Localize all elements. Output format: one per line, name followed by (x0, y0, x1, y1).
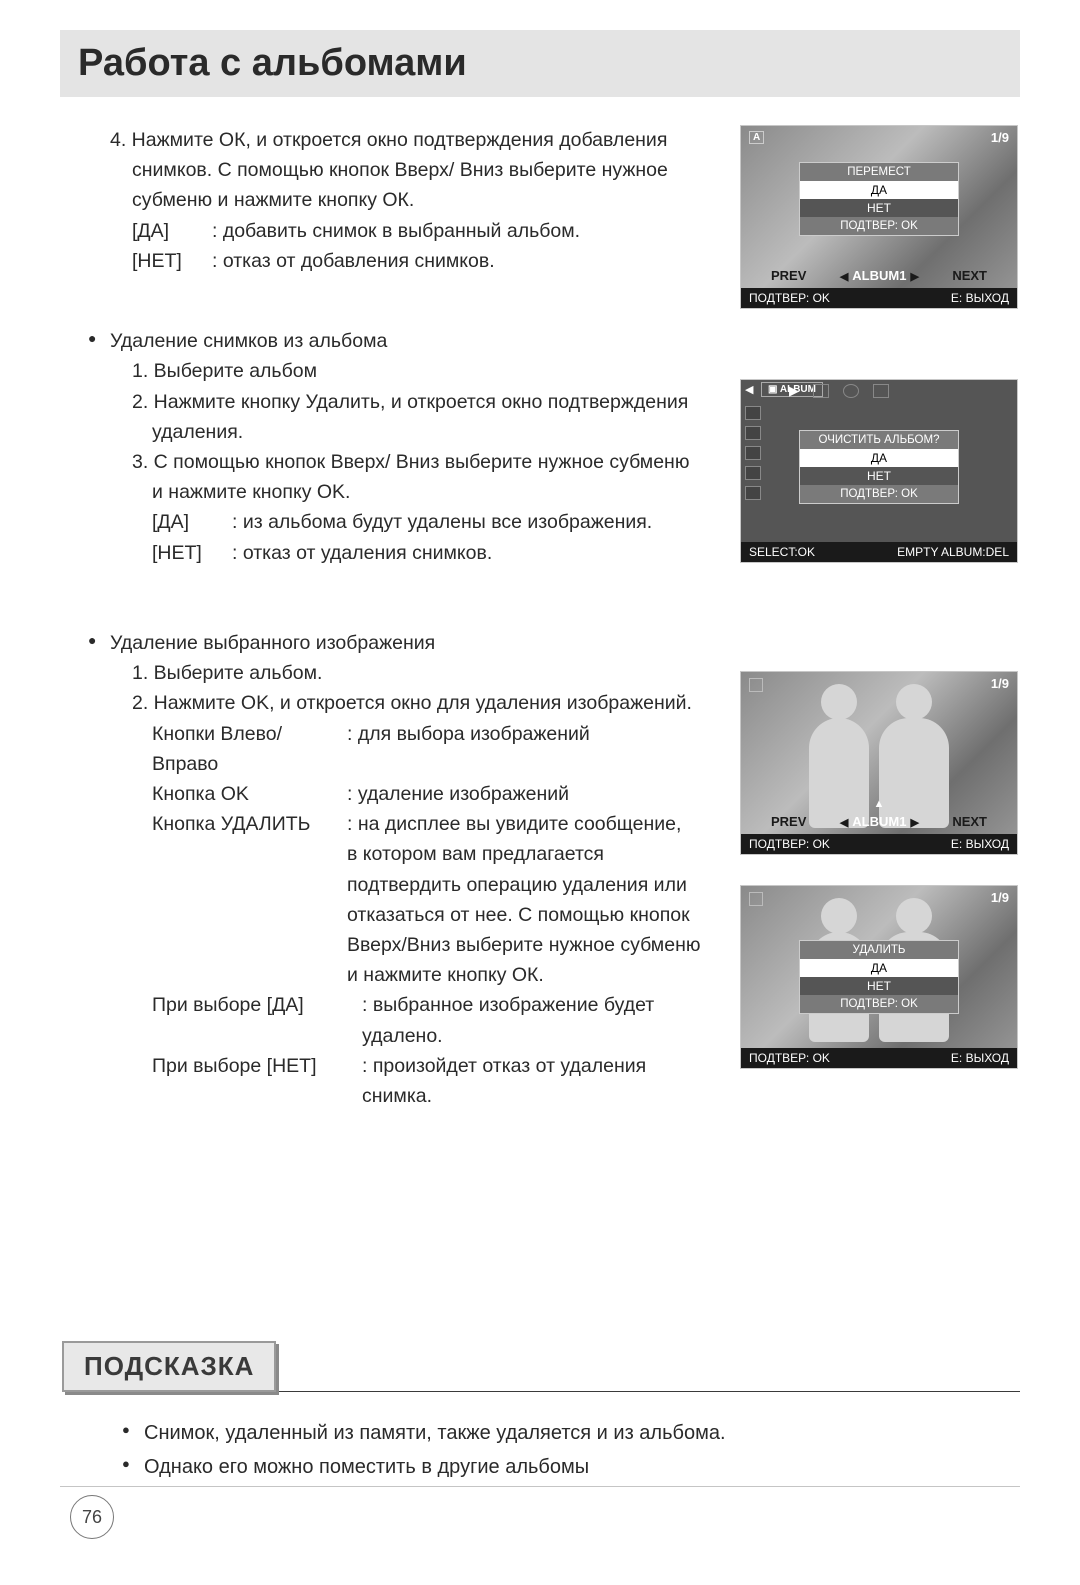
camera-screen-clear: ◀ ▣ ALBUM ▶ ОЧИСТИТЬ АЛЬБОМ? ДА НЕТ ПОДТ… (740, 379, 1018, 563)
option-label: [ДА] (152, 507, 232, 537)
exit-label: E: ВЫХОД (951, 291, 1009, 305)
body-line: 1. Выберите альбом (110, 356, 710, 386)
option-label: Кнопка УДАЛИТЬ (152, 809, 347, 839)
popup-footer: ПОДТВЕР: OK (800, 995, 958, 1013)
album-sidebar (745, 406, 763, 540)
exit-label: E: ВЫХОД (951, 837, 1009, 851)
option-label: Кнопки Влево/ Вправо (152, 719, 347, 779)
option-text: отказаться от нее. С помощью кнопок (347, 900, 690, 930)
popup-header: УДАЛИТЬ (800, 941, 958, 959)
option-text: : отказ от добавления снимков. (212, 246, 495, 276)
popup-move: ПЕРЕМЕСТ ДА НЕТ ПОДТВЕР: OK (799, 162, 959, 236)
option-text: : добавить снимок в выбранный альбом. (212, 216, 580, 246)
camera-screen-browse: 1/9 ▲ PREV ◀ALBUM1▶ NEXT ПОДТВЕР: OK E: … (740, 671, 1018, 855)
section-head: Удаление выбранного изображения (88, 628, 710, 658)
card-icon (873, 384, 889, 398)
camera-screen-move: A 1/9 ПЕРЕМЕСТ ДА НЕТ ПОДТВЕР: OK PREV ◀… (740, 125, 1018, 309)
option-label: [НЕТ] (132, 246, 212, 276)
popup-footer: ПОДТВЕР: OK (800, 217, 958, 235)
body-line: 1. Выберите альбом. (110, 658, 710, 688)
body-line: и нажмите кнопку OK. (110, 477, 710, 507)
option-text: и нажмите кнопку ОК. (347, 960, 544, 990)
confirm-label: ПОДТВЕР: OK (749, 837, 830, 851)
next-label: NEXT (952, 814, 987, 829)
option-text: : из альбома будут удалены все изображен… (232, 507, 652, 537)
popup-footer: ПОДТВЕР: OK (800, 485, 958, 503)
popup-clear: ОЧИСТИТЬ АЛЬБОМ? ДА НЕТ ПОДТВЕР: OK (799, 430, 959, 504)
option-label: Кнопка OK (152, 779, 347, 809)
prev-label: PREV (771, 814, 806, 829)
prev-label: PREV (771, 268, 806, 283)
body-line: субменю и нажмите кнопку ОК. (110, 185, 710, 215)
footer-rule (60, 1486, 1020, 1487)
album-name: ALBUM1 (852, 268, 906, 283)
option-text: : отказ от удаления снимков. (232, 538, 492, 568)
camera-screen-delete: 1/9 УДАЛИТЬ ДА НЕТ ПОДТВЕР: OK ПОДТВЕР: … (740, 885, 1018, 1069)
nav-arrows: ◀ (745, 383, 753, 396)
body-line: 2. Нажмите OK, и откроется окно для удал… (110, 688, 710, 718)
popup-opt-yes: ДА (800, 181, 958, 199)
timer-icon (843, 384, 859, 398)
option-text: подтвердить операцию удаления или (347, 870, 687, 900)
tip-label: ПОДСКАЗКА (62, 1341, 276, 1392)
tip-item: Однако его можно поместить в другие альб… (122, 1450, 1020, 1484)
next-label: NEXT (952, 268, 987, 283)
popup-delete: УДАЛИТЬ ДА НЕТ ПОДТВЕР: OK (799, 940, 959, 1014)
title-bar: Работа с альбомами (60, 30, 1020, 97)
option-text: : произойдет отказ от удаления снимка. (362, 1051, 710, 1111)
page-title: Работа с альбомами (78, 42, 1002, 85)
confirm-label: ПОДТВЕР: OK (749, 1051, 830, 1065)
popup-opt-no: НЕТ (800, 199, 958, 217)
select-label: SELECT:OK (749, 545, 815, 559)
option-label: При выборе [ДА] (152, 990, 362, 1020)
option-label: [НЕТ] (152, 538, 232, 568)
option-label: При выборе [НЕТ] (152, 1051, 362, 1111)
confirm-label: ПОДТВЕР: OK (749, 291, 830, 305)
option-text: : на дисплее вы увидите сообщение, (347, 809, 681, 839)
option-text: : удаление изображений (347, 779, 569, 809)
option-text: Вверх/Вниз выберите нужное субменю (347, 930, 700, 960)
body-line: 4. Нажмите ОК, и откроется окно подтверж… (110, 125, 710, 155)
body-line: удаления. (110, 417, 710, 447)
counter: 1/9 (991, 890, 1009, 905)
popup-opt-yes: ДА (800, 959, 958, 977)
option-label: [ДА] (132, 216, 212, 246)
exit-label: E: ВЫХОД (951, 1051, 1009, 1065)
popup-opt-no: НЕТ (800, 467, 958, 485)
body-line: 3. С помощью кнопок Вверх/ Вниз выберите… (110, 447, 710, 477)
screenshots-column: A 1/9 ПЕРЕМЕСТ ДА НЕТ ПОДТВЕР: OK PREV ◀… (740, 125, 1020, 1161)
page-number: 76 (70, 1495, 114, 1539)
album-name: ALBUM1 (852, 814, 906, 829)
option-text: : для выбора изображений (347, 719, 590, 779)
popup-header: ПЕРЕМЕСТ (800, 163, 958, 181)
empty-label: EMPTY ALBUM:DEL (897, 545, 1009, 559)
popup-opt-yes: ДА (800, 449, 958, 467)
counter: 1/9 (991, 676, 1009, 691)
option-text: удалено. (362, 1021, 443, 1051)
popup-header: ОЧИСТИТЬ АЛЬБОМ? (800, 431, 958, 449)
option-text: в котором вам предлагается (347, 839, 604, 869)
a-icon: A (749, 131, 764, 144)
counter: 1/9 (991, 130, 1009, 145)
body-line: 2. Нажмите кнопку Удалить, и откроется о… (110, 387, 710, 417)
tip-item: Снимок, удаленный из памяти, также удаля… (122, 1416, 1020, 1450)
section-head: Удаление снимков из альбома (88, 326, 710, 356)
option-text: : выбранное изображение будет (362, 990, 654, 1020)
popup-opt-no: НЕТ (800, 977, 958, 995)
body-line: снимков. С помощью кнопок Вверх/ Вниз вы… (110, 155, 710, 185)
tip-box: ПОДСКАЗКА Снимок, удаленный из памяти, т… (60, 1341, 1020, 1484)
body-text: 4. Нажмите ОК, и откроется окно подтверж… (60, 125, 710, 1161)
up-caret-icon: ▲ (874, 798, 885, 810)
slideshow-icon (813, 384, 829, 398)
